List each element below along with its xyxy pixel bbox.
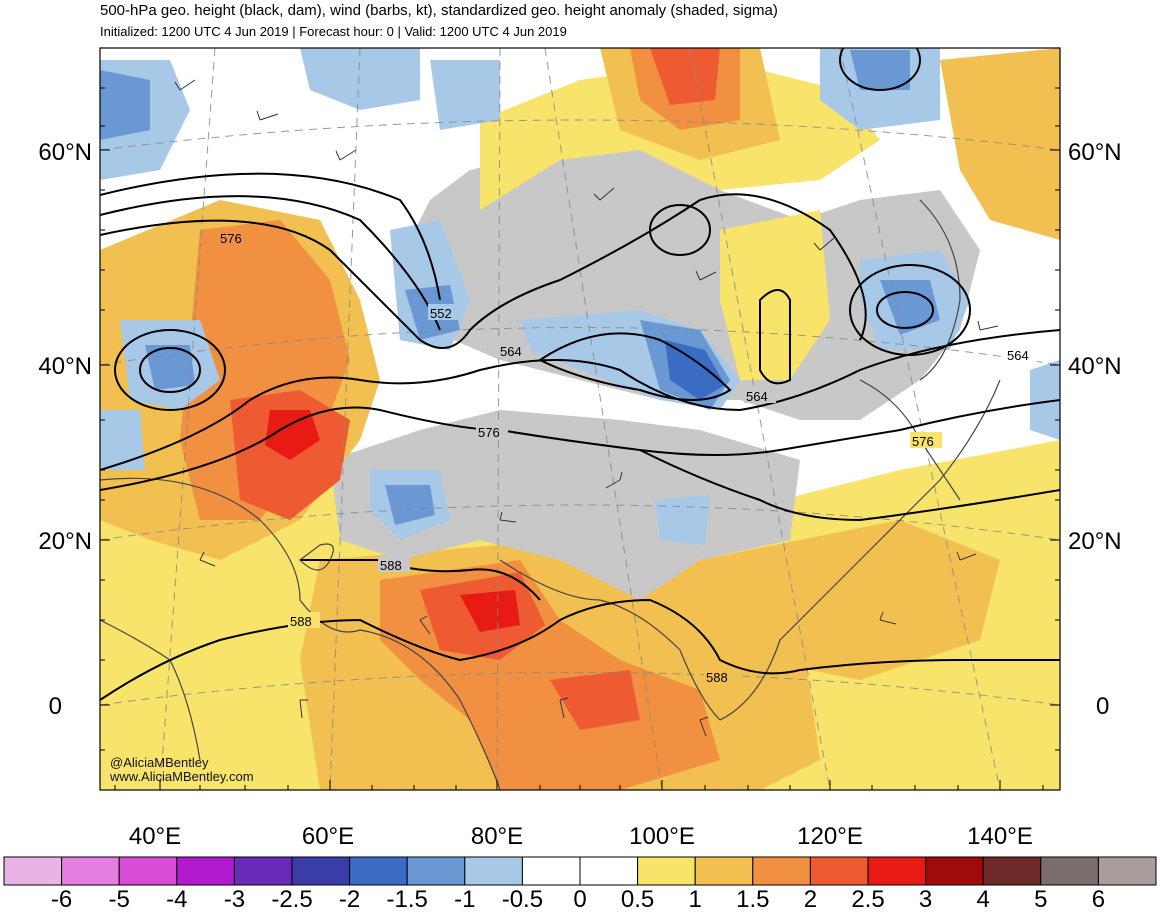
colorbar-swatch	[982, 856, 1042, 886]
wind-barbs	[174, 79, 999, 737]
colorbar-swatch	[1040, 856, 1099, 886]
anomaly-region	[460, 590, 520, 632]
colorbar-label: 2	[803, 886, 818, 913]
axis-ticks	[100, 87, 1060, 790]
colorbar-label: 6	[1091, 886, 1106, 913]
colorbar-label: -2	[338, 886, 361, 913]
lat-label-right: 40°N	[1068, 353, 1122, 380]
colorbar-label: -5	[108, 886, 130, 913]
map-subtitle: Initialized: 1200 UTC 4 Jun 2019 | Forec…	[100, 24, 567, 39]
colorbar-label: 5	[1034, 886, 1048, 913]
lon-label: 100°E	[629, 823, 695, 850]
credit-handle: @AliciaMBentley	[110, 755, 209, 770]
lat-label-right: 20°N	[1068, 528, 1122, 555]
lon-label: 60°E	[302, 823, 354, 850]
colorbar-swatch	[809, 856, 869, 886]
contour-label: 588	[380, 558, 402, 573]
contour-label: 564	[500, 344, 522, 359]
colorbar-swatch	[3, 856, 63, 886]
anomaly-region	[850, 50, 910, 90]
contour-label: 564	[746, 389, 768, 404]
colorbar-label: 1	[688, 886, 702, 913]
lon-label: 80°E	[471, 823, 523, 850]
contour-label: 576	[478, 425, 500, 440]
contour-label: 552	[430, 306, 452, 321]
colorbar-swatch	[752, 856, 811, 886]
anomaly-region	[385, 485, 435, 525]
contour-label: 576	[912, 434, 934, 449]
contour-label: 588	[290, 614, 312, 629]
credit-site: www.AliciaMBentley.com	[110, 769, 254, 784]
lat-label-right: 60°N	[1068, 139, 1122, 166]
anomaly-region	[665, 340, 725, 400]
lon-label: 120°E	[797, 823, 863, 850]
colorbar-swatch	[867, 856, 927, 886]
colorbar-label: -4	[166, 886, 188, 913]
contour-label: 564	[1007, 348, 1029, 363]
contour-labels: 576 552 564 564 564 576 576 588 588 588	[218, 229, 1037, 685]
colorbar-label: 0	[573, 886, 587, 913]
colorbar-label: 2.5	[851, 886, 885, 913]
colorbar-swatch	[464, 856, 523, 886]
colorbar-swatch	[291, 856, 351, 886]
colorbar-swatch	[637, 856, 696, 886]
anomaly-region	[100, 70, 150, 140]
colorbar-swatch	[925, 856, 984, 886]
lat-label-left: 20°N	[38, 528, 92, 555]
lat-label-left: 40°N	[38, 353, 92, 380]
lat-label-left: 60°N	[38, 139, 92, 166]
colorbar-label: -2.5	[271, 886, 313, 913]
anomaly-region	[655, 495, 710, 545]
anomaly-region	[300, 48, 420, 110]
colorbar-swatch	[406, 856, 466, 886]
colorbar-swatch	[579, 856, 639, 886]
anomaly-region	[265, 410, 320, 460]
colorbar-label: -6	[50, 886, 73, 913]
anomaly-region	[940, 48, 1060, 240]
graticule	[100, 48, 1060, 790]
colorbar-label: 0.5	[620, 886, 655, 913]
anomaly-region	[550, 670, 640, 730]
colorbar-label: 4	[976, 886, 990, 913]
colorbar-label: 1.5	[736, 886, 770, 913]
map-title: 500-hPa geo. height (black, dam), wind (…	[100, 2, 778, 19]
lat-label-left: 0	[49, 693, 62, 720]
contour-label: 588	[706, 670, 728, 685]
colorbar-swatch	[521, 856, 581, 886]
colorbar	[3, 856, 1157, 886]
anomaly-region	[1030, 360, 1060, 440]
lon-label: 40°E	[129, 823, 181, 850]
anomaly-region	[700, 520, 1000, 680]
colorbar-label: -3	[223, 886, 246, 913]
lat-label-right: 0	[1096, 693, 1109, 720]
lon-label: 140°E	[967, 823, 1033, 850]
anomaly-shading: 576 552 564 564 564 576 576 588 588 588	[100, 48, 1060, 790]
anomaly-region	[720, 210, 830, 380]
height-contours	[100, 48, 1060, 701]
anomaly-region	[650, 48, 720, 105]
colorbar-label: -1.5	[386, 886, 428, 913]
colorbar-swatch	[118, 856, 178, 886]
colorbar-label: 3	[918, 886, 933, 913]
anomaly-region	[100, 410, 145, 470]
colorbar-label: -0.5	[501, 886, 544, 913]
colorbar-swatch	[61, 856, 120, 886]
colorbar-swatch	[694, 856, 754, 886]
colorbar-swatch	[349, 856, 408, 886]
contour-label: 576	[220, 231, 242, 246]
colorbar-swatch	[233, 856, 293, 886]
colorbar-swatch	[176, 856, 235, 886]
colorbar-label: -1	[454, 886, 476, 913]
anomaly-region	[430, 60, 500, 130]
colorbar-swatch	[1097, 856, 1157, 886]
